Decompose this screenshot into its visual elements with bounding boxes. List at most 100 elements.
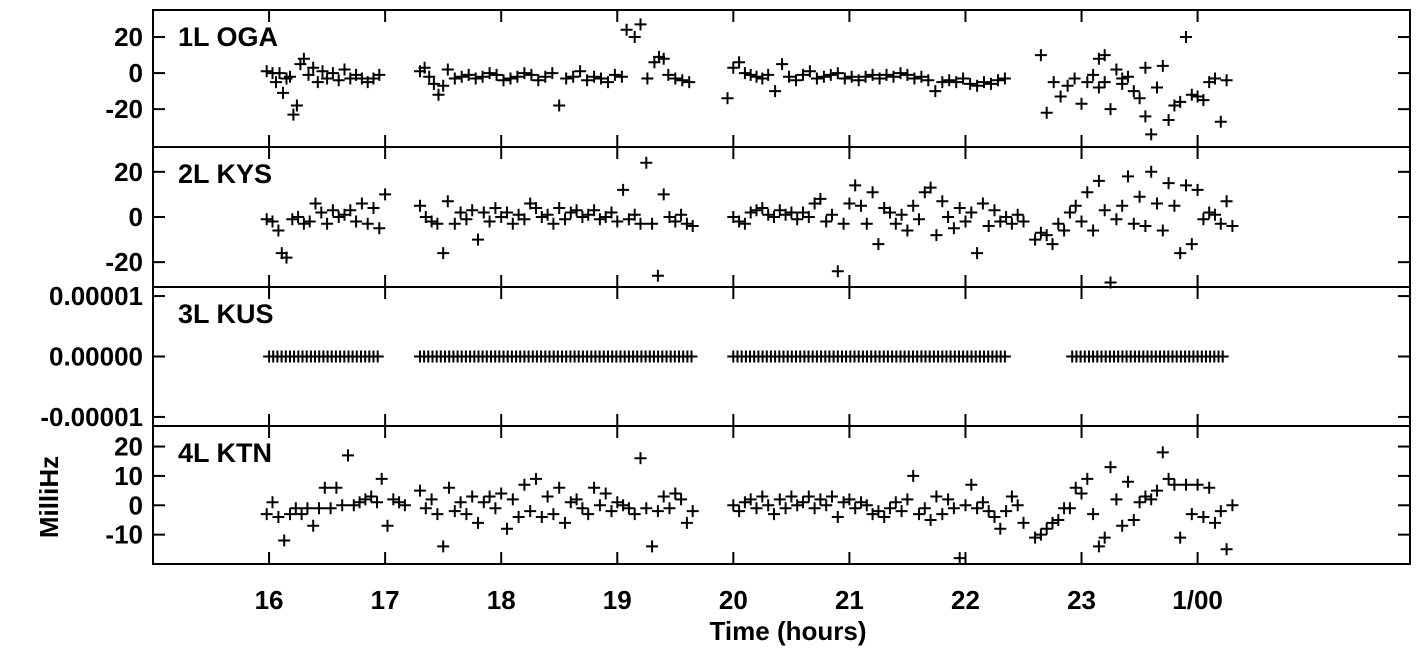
data-point [620, 23, 633, 36]
data-point [448, 72, 461, 85]
data-point [1180, 179, 1192, 192]
data-point [1122, 70, 1134, 83]
data-point [762, 208, 775, 221]
data-point [922, 74, 935, 87]
data-point [541, 208, 554, 221]
data-point [803, 65, 816, 78]
data-point [985, 77, 997, 90]
data-point [797, 68, 809, 81]
data-point [727, 499, 740, 512]
data-point [1145, 493, 1158, 506]
data-point [427, 77, 440, 90]
data-point [489, 502, 502, 515]
data-point [824, 68, 837, 81]
data-point [581, 74, 594, 87]
data-point [924, 514, 937, 526]
data-point [1075, 487, 1088, 500]
data-point [260, 213, 273, 226]
data-point [511, 70, 524, 83]
data-point [657, 490, 670, 503]
data-point [518, 478, 531, 491]
data-point [872, 238, 885, 251]
data-point [779, 208, 792, 221]
data-point [634, 18, 647, 31]
axes-layer [152, 9, 1411, 565]
data-point [512, 511, 525, 523]
data-point [330, 481, 343, 494]
data-point [860, 217, 873, 230]
data-point [965, 478, 978, 491]
data-point [595, 72, 607, 85]
data-point [1151, 484, 1163, 497]
y-axis-title: MilliHz [34, 456, 64, 538]
y-tick-label: 0 [129, 58, 143, 88]
data-point [425, 215, 438, 228]
data-point [324, 502, 337, 515]
y-tick-label: 0.00000 [49, 342, 143, 372]
data-point [1029, 233, 1042, 246]
data-point [860, 499, 873, 512]
data-point [501, 206, 513, 219]
data-point [1054, 90, 1067, 103]
data-point [1034, 528, 1047, 541]
data-point [744, 493, 757, 506]
x-tick-label: 18 [487, 585, 516, 615]
data-point [506, 217, 519, 230]
data-point [567, 70, 580, 83]
data-point [838, 72, 851, 85]
data-point [756, 202, 769, 214]
data-point [297, 52, 310, 65]
data-point [525, 68, 538, 81]
data-point [605, 206, 618, 219]
data-point [831, 511, 844, 523]
data-point [277, 86, 289, 99]
data-point [373, 68, 386, 81]
data-point [998, 72, 1011, 85]
data-point [907, 469, 920, 482]
data-point [414, 199, 426, 212]
data-point [483, 490, 496, 503]
data-point [646, 540, 659, 553]
data-point [535, 211, 548, 223]
y-tick-label: 10 [114, 461, 143, 491]
data-point [1058, 224, 1071, 237]
data-point [849, 502, 862, 515]
data-point [1151, 197, 1163, 210]
data-point [321, 217, 334, 230]
x-tick-label: 22 [951, 585, 980, 615]
data-point [316, 65, 329, 78]
data-point [820, 499, 833, 512]
data-point [802, 490, 815, 503]
data-point [791, 499, 804, 512]
data-point [570, 204, 583, 217]
data-point [971, 79, 984, 92]
data-point [1061, 79, 1074, 92]
data-point [301, 502, 314, 515]
data-point [907, 199, 920, 212]
y-tick-label: 20 [114, 157, 143, 187]
data-point [1069, 481, 1082, 494]
data-point [1151, 81, 1163, 94]
data-point [570, 493, 583, 506]
data-point [1209, 208, 1221, 221]
data-point [336, 499, 349, 512]
data-point [321, 72, 334, 85]
data-point [1087, 224, 1100, 237]
data-point [1011, 499, 1024, 512]
data-point [810, 72, 823, 85]
data-point [373, 222, 386, 235]
data-point [286, 213, 299, 226]
data-point [808, 502, 821, 515]
data-point [307, 519, 320, 532]
x-tick-label: 21 [835, 585, 864, 615]
data-point [1098, 49, 1111, 62]
y-tick-label: 20 [114, 432, 143, 462]
data-point [524, 505, 537, 518]
data-point [1047, 76, 1060, 89]
data-point [662, 68, 675, 81]
data-point [971, 502, 984, 515]
data-point [576, 211, 589, 223]
data-point [733, 215, 746, 228]
data-point [918, 502, 931, 515]
